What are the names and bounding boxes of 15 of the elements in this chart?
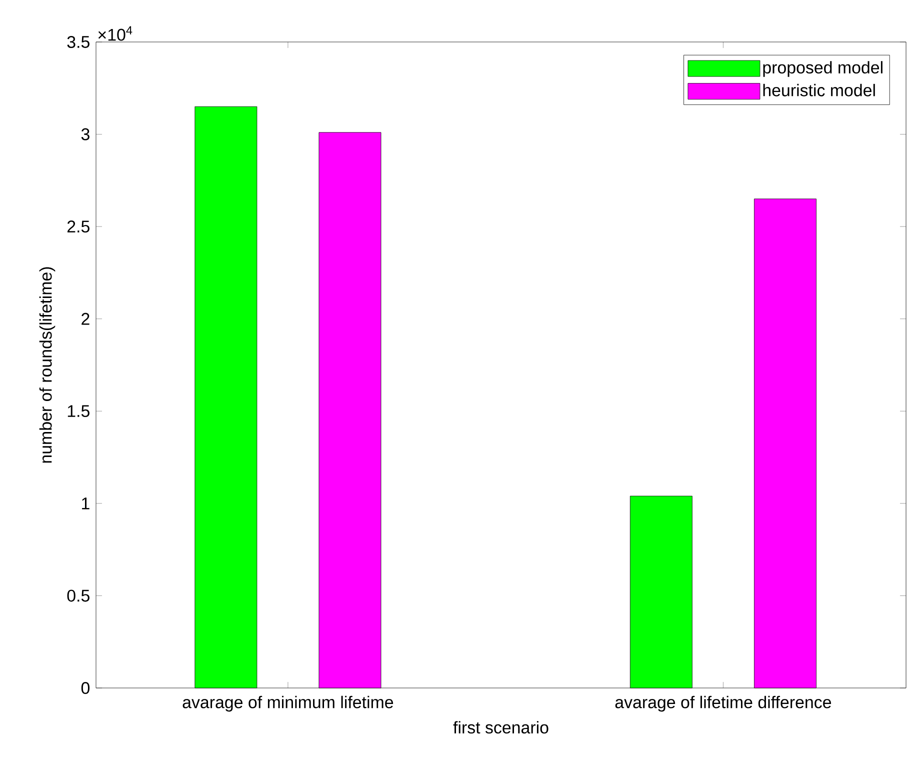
y-tick-label: 0 xyxy=(81,682,90,694)
x-axis-title: first scenario xyxy=(453,721,548,734)
y-tick-label: 2 xyxy=(82,312,90,325)
legend-label: proposed model xyxy=(763,61,882,77)
y-tick-label: 3.5 xyxy=(67,36,90,48)
y-tick-label: 3 xyxy=(81,128,90,140)
text: ×10$^{4}$ xyxy=(98,26,132,41)
y-tick-label: 1.5 xyxy=(68,405,90,418)
y-axis-title: number of rounds(lifetime) xyxy=(39,267,56,463)
y-tick-label: 0.5 xyxy=(67,590,90,602)
x-tick-label: avarage of minimum lifetime xyxy=(182,696,394,712)
x-tick-label: avarage of lifetime difference xyxy=(615,696,832,712)
y-tick-label: 2.5 xyxy=(67,220,90,233)
y-tick-label: 1 xyxy=(82,498,90,510)
legend-label: heuristic model xyxy=(763,84,875,96)
